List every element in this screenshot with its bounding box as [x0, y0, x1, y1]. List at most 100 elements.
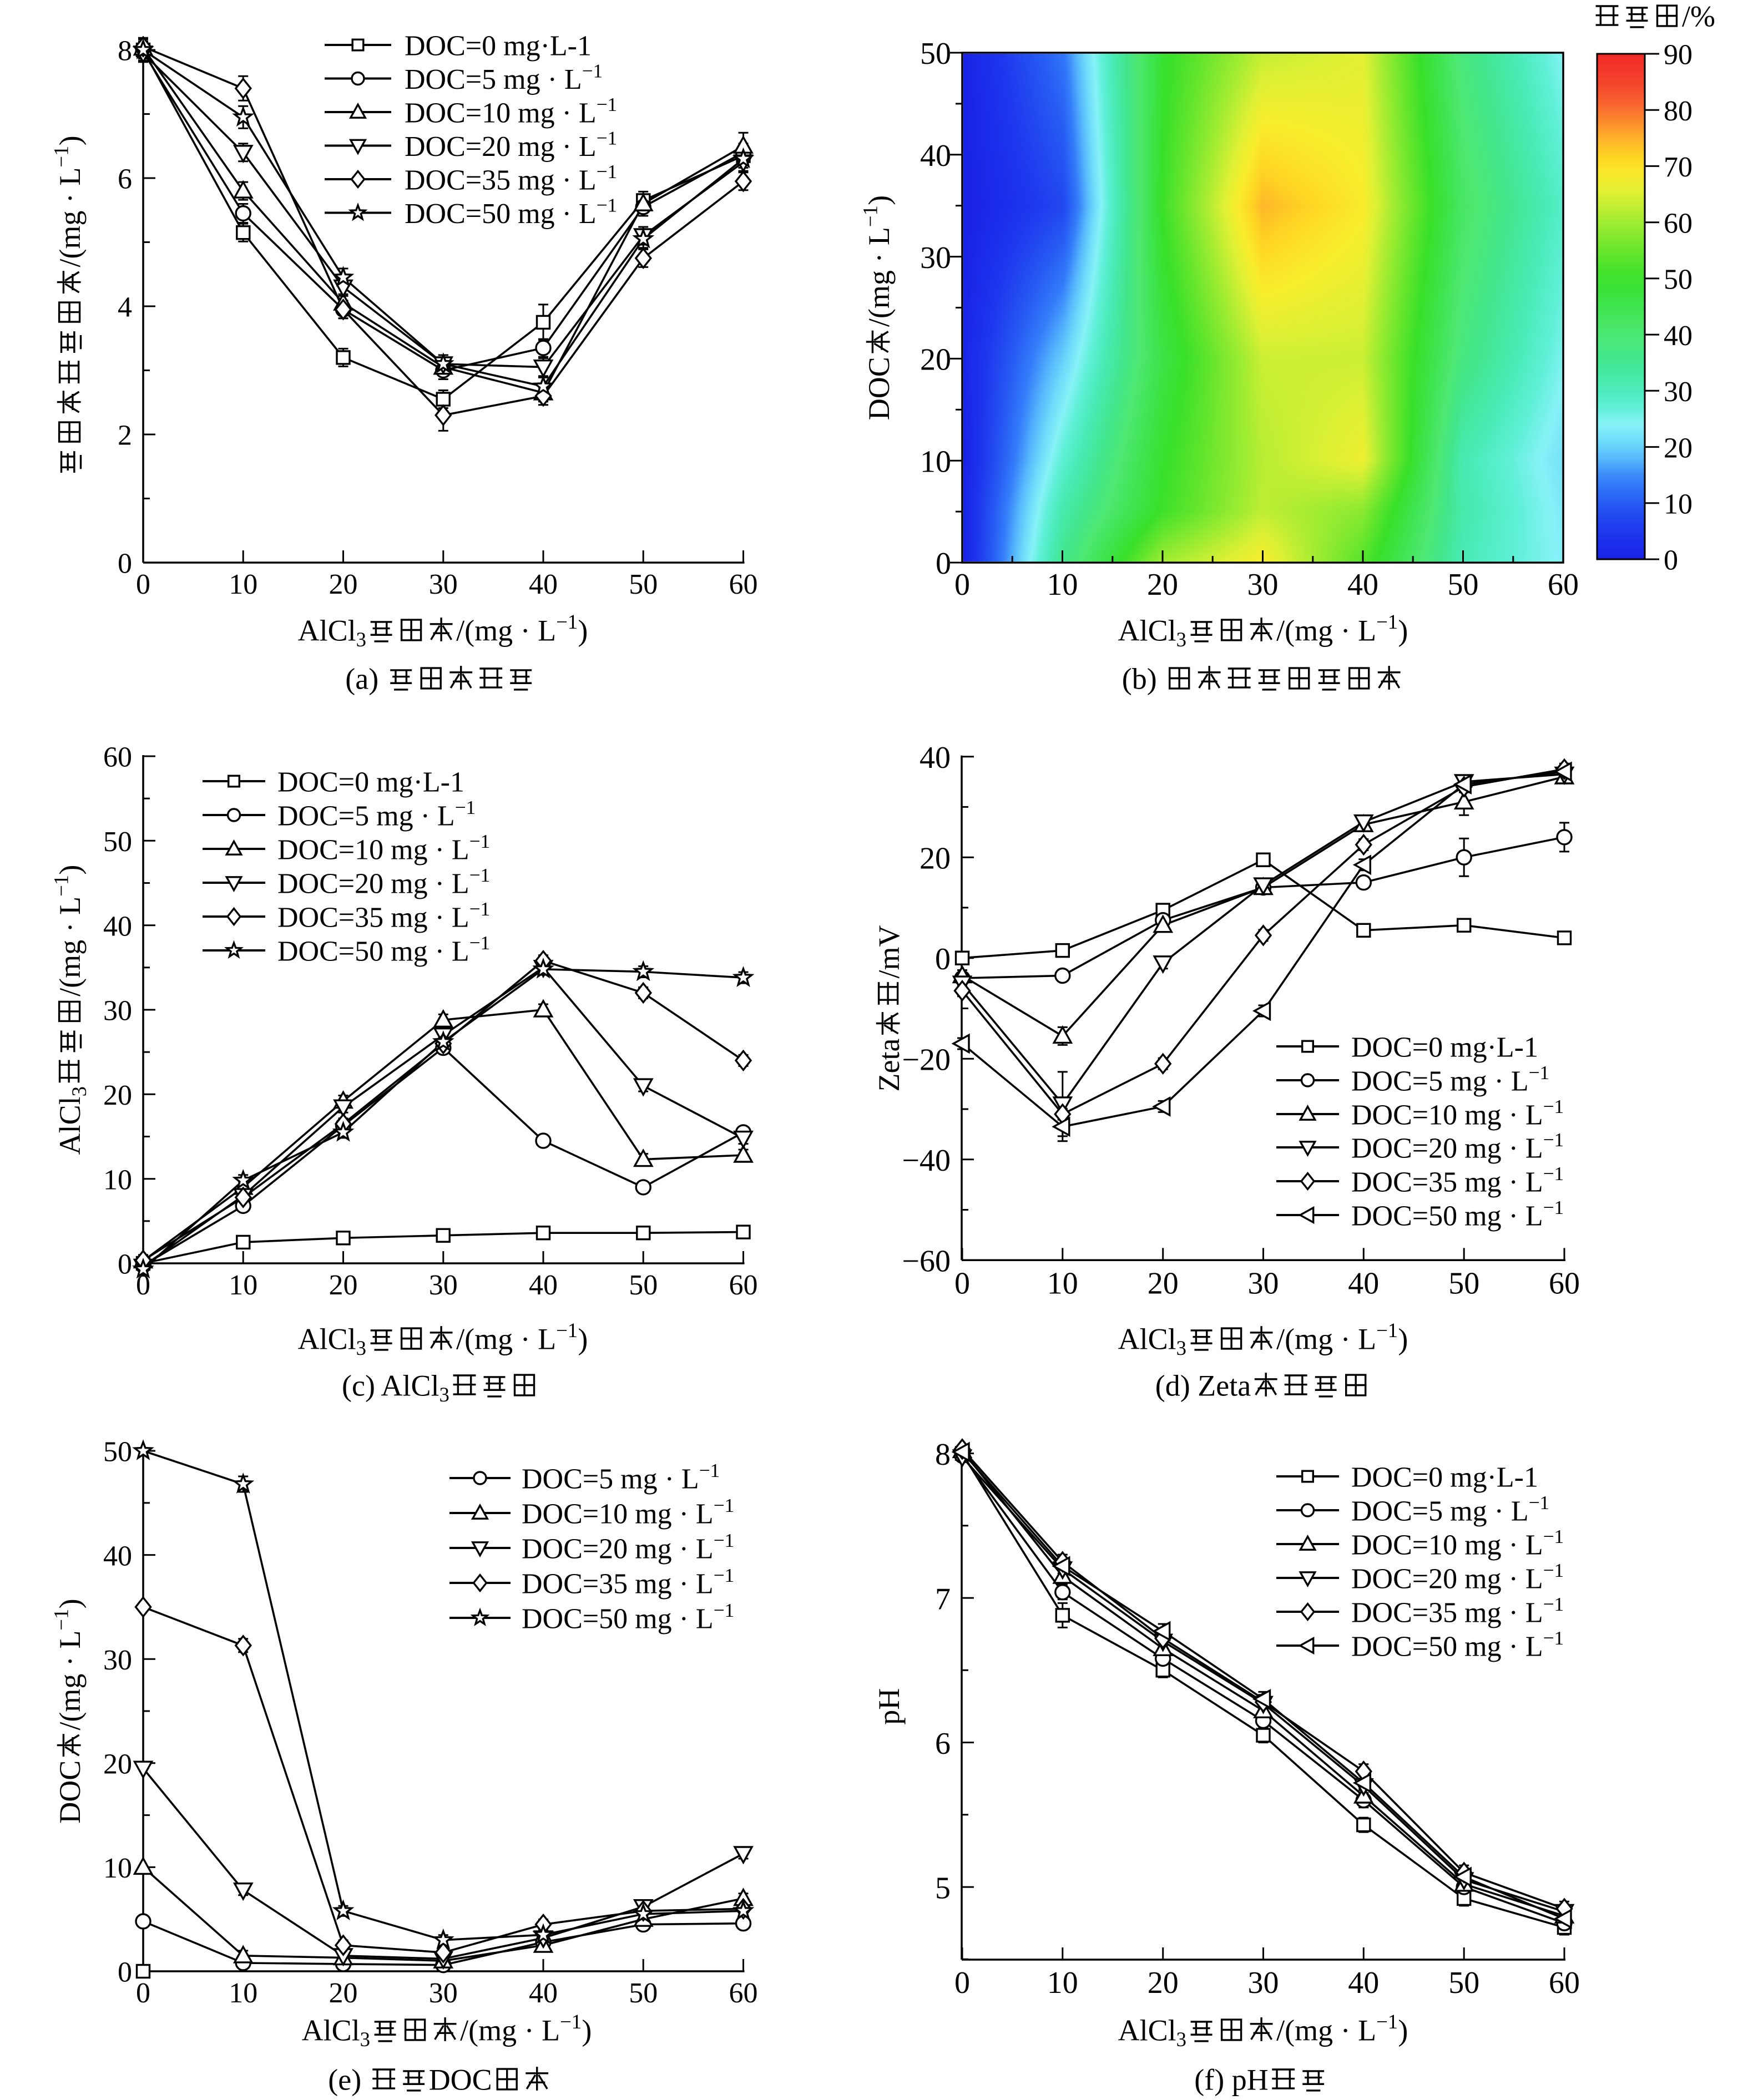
svg-text:6: 6 — [118, 164, 132, 195]
svg-text:): ) — [1398, 614, 1408, 647]
svg-text:DOC: DOC — [429, 2063, 492, 2096]
svg-text:10: 10 — [229, 569, 257, 600]
svg-text:−60: −60 — [902, 1244, 951, 1278]
svg-text:40: 40 — [529, 1269, 558, 1301]
svg-text:40: 40 — [103, 910, 132, 942]
svg-text:30: 30 — [1248, 1266, 1279, 1301]
svg-text:10: 10 — [1664, 489, 1693, 520]
svg-text:40: 40 — [920, 741, 951, 775]
svg-text:50: 50 — [103, 826, 132, 858]
svg-text:50: 50 — [103, 1436, 132, 1468]
svg-text:DOC=35 mg · L: DOC=35 mg · L — [1351, 1167, 1543, 1198]
svg-text:−1: −1 — [597, 126, 618, 149]
svg-text:20: 20 — [920, 841, 951, 876]
svg-text:20: 20 — [103, 1080, 132, 1111]
svg-text:/(mg · L: /(mg · L — [53, 168, 87, 267]
svg-text:80: 80 — [1664, 95, 1693, 127]
svg-text:10: 10 — [103, 1164, 132, 1196]
svg-text:−1: −1 — [469, 830, 491, 852]
svg-text:20: 20 — [920, 343, 951, 377]
svg-text:DOC=35 mg · L: DOC=35 mg · L — [1351, 1597, 1543, 1629]
svg-text:0: 0 — [118, 1957, 132, 1988]
svg-text:30: 30 — [1248, 1966, 1279, 2000]
svg-text:DOC=0 mg·L-1: DOC=0 mg·L-1 — [405, 31, 592, 62]
svg-text:50: 50 — [1448, 1266, 1479, 1301]
svg-text:0: 0 — [118, 548, 132, 580]
svg-text:−1: −1 — [1543, 1162, 1564, 1185]
svg-text:): ) — [582, 2013, 592, 2047]
svg-text:10: 10 — [103, 1853, 132, 1884]
svg-text:): ) — [578, 1322, 588, 1355]
svg-text:−1: −1 — [1529, 1491, 1550, 1514]
svg-text:40: 40 — [1347, 568, 1378, 602]
svg-text:(b): (b) — [1122, 662, 1157, 695]
svg-text:−20: −20 — [902, 1043, 951, 1077]
svg-text:40: 40 — [1348, 1966, 1379, 2000]
svg-text:): ) — [1398, 2013, 1408, 2047]
svg-text:AlCl: AlCl — [1118, 1322, 1176, 1355]
svg-text:0: 0 — [954, 1966, 970, 2000]
svg-text:−1: −1 — [469, 932, 491, 954]
svg-text:30: 30 — [103, 995, 132, 1027]
svg-text:−1: −1 — [714, 1564, 735, 1586]
svg-text:−1: −1 — [597, 93, 618, 115]
svg-text:DOC=0 mg·L-1: DOC=0 mg·L-1 — [1351, 1462, 1538, 1494]
svg-text:−1: −1 — [1543, 1627, 1564, 1649]
svg-text:DOC=20 mg · L: DOC=20 mg · L — [1351, 1563, 1543, 1595]
svg-text:3: 3 — [356, 1337, 366, 1359]
svg-text:AlCl: AlCl — [302, 2013, 360, 2047]
svg-text:DOC=0 mg·L-1: DOC=0 mg·L-1 — [1351, 1032, 1538, 1064]
svg-text:−1: −1 — [455, 796, 476, 818]
svg-text:(e): (e) — [328, 2063, 361, 2096]
svg-text:DOC=35 mg · L: DOC=35 mg · L — [277, 902, 469, 934]
svg-text:/(mg · L: /(mg · L — [53, 897, 87, 996]
svg-text:40: 40 — [529, 1977, 558, 2009]
svg-text:DOC=50 mg · L: DOC=50 mg · L — [405, 198, 597, 230]
svg-text:60: 60 — [1549, 1266, 1580, 1301]
svg-text:0: 0 — [118, 1249, 132, 1281]
svg-text:(c) AlCl: (c) AlCl — [342, 1369, 439, 1402]
svg-text:70: 70 — [1664, 151, 1693, 183]
svg-text:30: 30 — [429, 1977, 458, 2009]
svg-text:3: 3 — [1176, 1337, 1186, 1359]
svg-text:AlCl: AlCl — [53, 1096, 87, 1155]
svg-text:2: 2 — [118, 420, 132, 452]
svg-text:DOC=20 mg · L: DOC=20 mg · L — [277, 868, 469, 900]
svg-text:−1: −1 — [1543, 1095, 1564, 1117]
svg-text:(a): (a) — [345, 662, 378, 695]
svg-text:−1: −1 — [858, 205, 881, 227]
svg-text:−1: −1 — [556, 610, 578, 633]
svg-text:−1: −1 — [560, 2010, 582, 2033]
svg-text:DOC=50 mg · L: DOC=50 mg · L — [1351, 1631, 1543, 1663]
svg-text:): ) — [53, 135, 87, 145]
svg-text:0: 0 — [954, 1266, 970, 1301]
svg-text:/(mg · L: /(mg · L — [456, 1322, 556, 1355]
svg-text:): ) — [862, 195, 896, 205]
svg-text:7: 7 — [935, 1582, 951, 1616]
svg-text:−1: −1 — [1543, 1559, 1564, 1581]
svg-text:0: 0 — [936, 546, 951, 581]
svg-text:−1: −1 — [49, 875, 72, 897]
svg-text:50: 50 — [629, 569, 658, 600]
svg-text:−1: −1 — [714, 1529, 735, 1551]
svg-text:pH: pH — [872, 1688, 906, 1725]
svg-text:/(mg · L: /(mg · L — [456, 614, 556, 647]
svg-text:8: 8 — [118, 36, 132, 67]
svg-text:−1: −1 — [582, 59, 603, 82]
svg-text:3: 3 — [360, 2028, 370, 2051]
svg-text:/mV: /mV — [872, 925, 906, 978]
svg-text:3: 3 — [68, 1086, 90, 1096]
svg-text:): ) — [1398, 1322, 1408, 1355]
svg-text:50: 50 — [1448, 568, 1479, 602]
svg-text:AlCl: AlCl — [298, 1322, 356, 1355]
svg-text:DOC: DOC — [53, 1760, 87, 1824]
svg-text:3: 3 — [1176, 2028, 1186, 2051]
svg-text:10: 10 — [1047, 1966, 1078, 2000]
svg-text:/(mg · L: /(mg · L — [862, 227, 896, 327]
svg-text:DOC=0 mg·L-1: DOC=0 mg·L-1 — [277, 767, 464, 798]
svg-text:40: 40 — [920, 139, 951, 173]
svg-text:/(mg · L: /(mg · L — [1276, 614, 1376, 647]
svg-text:DOC=5 mg · L: DOC=5 mg · L — [1351, 1496, 1529, 1527]
svg-text:30: 30 — [1664, 376, 1693, 408]
svg-text:AlCl: AlCl — [1118, 2013, 1176, 2047]
